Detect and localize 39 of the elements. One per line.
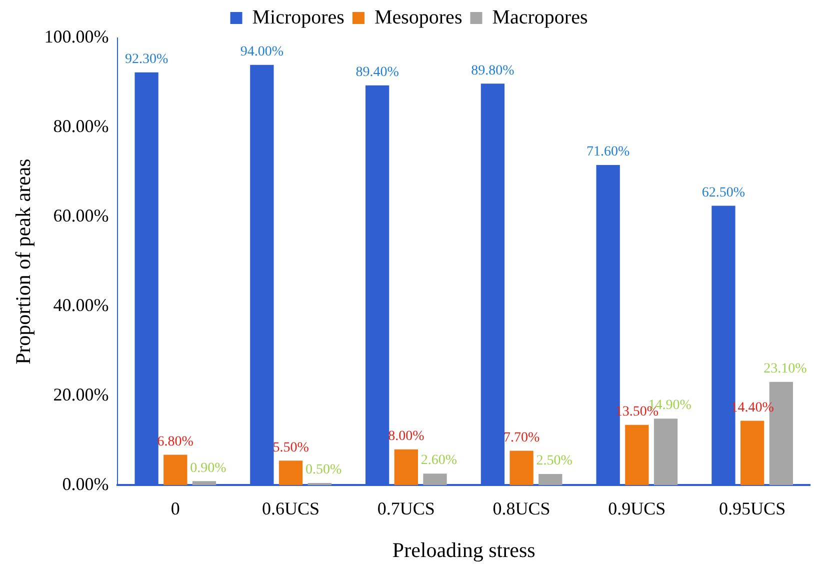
legend-label: Micropores — [252, 6, 345, 28]
legend-label: Mesopores — [374, 6, 462, 28]
bar — [423, 474, 447, 486]
data-label: 2.60% — [420, 453, 458, 468]
bar — [654, 418, 678, 486]
data-label: 23.10% — [764, 362, 808, 377]
bar — [394, 449, 418, 486]
data-label: 94.00% — [240, 44, 284, 60]
x-tick-label: 0.9UCS — [608, 498, 666, 519]
data-label: 89.40% — [356, 65, 400, 80]
data-label: 71.60% — [586, 144, 630, 160]
legend-label: Macropores — [492, 6, 588, 28]
bar — [510, 450, 534, 486]
bar — [625, 424, 649, 486]
x-tick-label: 0.7UCS — [377, 498, 435, 519]
y-axis-title: Proportion of peak areas — [11, 158, 36, 365]
x-tick-label: 0.6UCS — [262, 498, 320, 519]
y-tick-label: 60.00% — [53, 206, 109, 226]
x-tick-label: 0.8UCS — [492, 498, 550, 519]
data-label: 62.50% — [702, 185, 746, 200]
data-label: 5.50% — [272, 440, 310, 456]
bar — [278, 460, 303, 486]
y-tick-label: 0.00% — [62, 474, 109, 494]
x-axis-title: Preloading stress — [392, 538, 536, 562]
y-tick-label: 40.00% — [53, 295, 109, 316]
bar — [538, 474, 562, 486]
data-label: 0.50% — [306, 462, 342, 478]
bar — [740, 420, 764, 486]
y-tick-label: 80.00% — [53, 116, 109, 136]
data-label: 92.30% — [124, 52, 168, 68]
data-label: 89.80% — [471, 63, 515, 78]
x-tick-label: 0 — [170, 498, 180, 519]
bar — [164, 454, 188, 486]
y-tick-label: 20.00% — [53, 384, 109, 404]
bar — [192, 481, 216, 486]
y-tick-label: 100.00% — [44, 26, 109, 47]
x-tick-label: 0.95UCS — [719, 498, 786, 519]
data-label: 0.90% — [190, 460, 227, 476]
data-label: 2.50% — [536, 454, 573, 469]
